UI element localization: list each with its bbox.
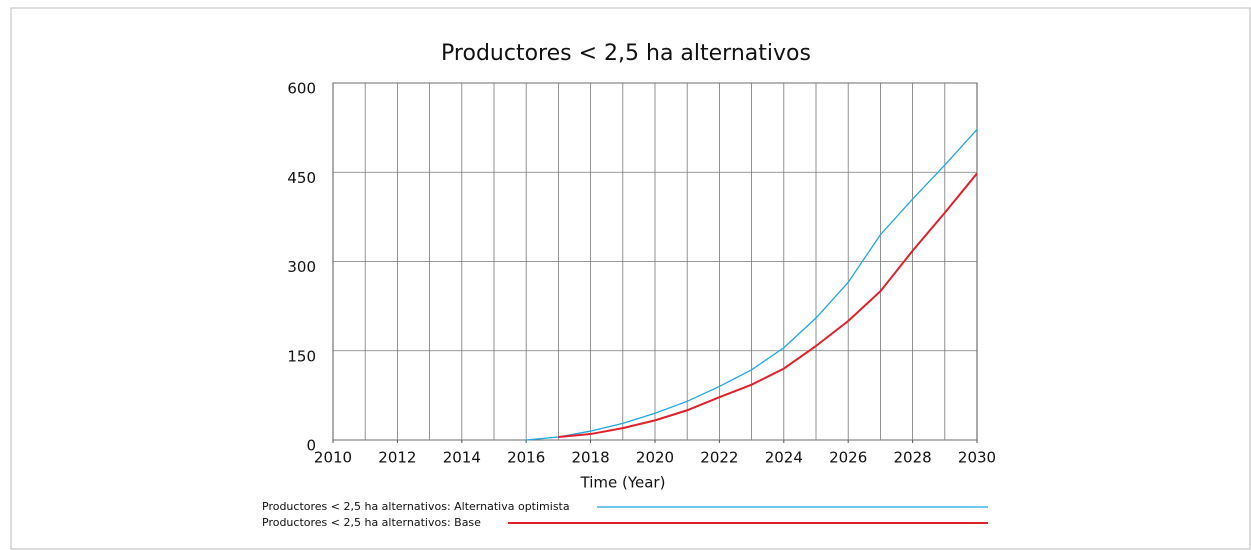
y-tick-label: 150: [287, 347, 316, 365]
x-tick-label: 2016: [507, 449, 545, 467]
chart-title: Productores < 2,5 ha alternativos: [441, 41, 811, 66]
x-tick-label: 2018: [572, 449, 610, 467]
x-tick-label: 2030: [958, 449, 996, 467]
y-tick-label: 0: [306, 437, 316, 455]
frame: [10, 7, 1251, 550]
series-line: [526, 128, 978, 441]
x-tick-label: 2010: [314, 449, 352, 467]
legend-label: Productores < 2,5 ha alternativos: Alter…: [262, 500, 570, 513]
legend-label: Productores < 2,5 ha alternativos: Base: [262, 516, 481, 529]
x-tick-label: 2012: [378, 449, 416, 467]
y-tick-label: 600: [287, 80, 316, 98]
x-tick-label: 2024: [765, 449, 803, 467]
x-tick-label: 2014: [443, 449, 481, 467]
y-tick-label: 300: [287, 258, 316, 276]
x-axis-label: Time (Year): [580, 474, 666, 492]
x-tick-label: 2026: [829, 449, 867, 467]
x-tick-label: 2028: [894, 449, 932, 467]
series-line: [558, 172, 978, 439]
x-tick-label: 2022: [700, 449, 738, 467]
x-tick-label: 2020: [636, 449, 674, 467]
y-tick-label: 450: [287, 169, 316, 187]
